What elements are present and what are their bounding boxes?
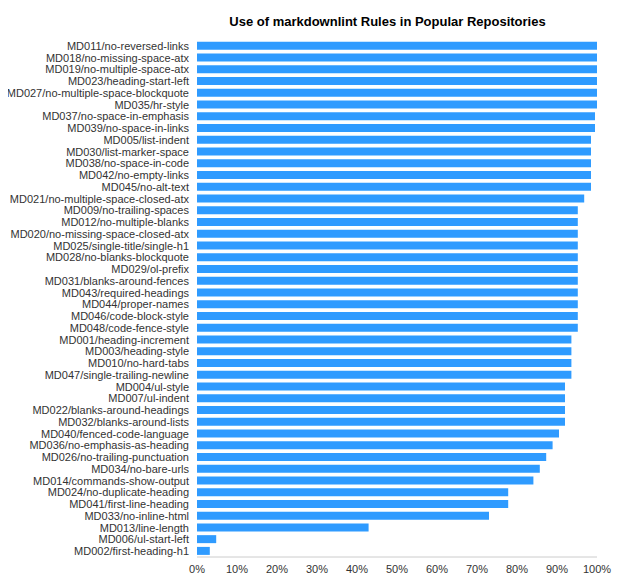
- svg-text:MD018/no-missing-space-atx: MD018/no-missing-space-atx: [46, 52, 190, 64]
- svg-text:MD033/no-inline-html: MD033/no-inline-html: [84, 510, 189, 522]
- svg-text:80%: 80%: [506, 563, 528, 575]
- svg-text:MD028/no-blanks-blockquote: MD028/no-blanks-blockquote: [46, 251, 189, 263]
- svg-text:MD030/list-marker-space: MD030/list-marker-space: [66, 146, 189, 158]
- svg-text:MD010/no-hard-tabs: MD010/no-hard-tabs: [88, 357, 189, 369]
- svg-text:MD003/heading-style: MD003/heading-style: [85, 345, 189, 357]
- svg-text:MD031/blanks-around-fences: MD031/blanks-around-fences: [45, 275, 190, 287]
- svg-text:MD006/ul-start-left: MD006/ul-start-left: [99, 533, 189, 545]
- svg-text:50%: 50%: [386, 563, 408, 575]
- svg-text:MD047/single-trailing-newline: MD047/single-trailing-newline: [45, 369, 189, 381]
- svg-text:MD027/no-multiple-space-blockq: MD027/no-multiple-space-blockquote: [8, 87, 189, 99]
- svg-text:MD042/no-empty-links: MD042/no-empty-links: [79, 169, 190, 181]
- svg-text:MD035/hr-style: MD035/hr-style: [114, 99, 189, 111]
- svg-text:MD005/list-indent: MD005/list-indent: [103, 134, 189, 146]
- svg-text:MD019/no-multiple-space-atx: MD019/no-multiple-space-atx: [45, 63, 189, 75]
- svg-text:MD009/no-trailing-spaces: MD009/no-trailing-spaces: [64, 204, 190, 216]
- svg-text:MD025/single-title/single-h1: MD025/single-title/single-h1: [53, 240, 189, 252]
- svg-text:MD023/heading-start-left: MD023/heading-start-left: [68, 75, 189, 87]
- svg-text:MD029/ol-prefix: MD029/ol-prefix: [111, 263, 189, 275]
- svg-text:MD046/code-block-style: MD046/code-block-style: [71, 310, 189, 322]
- svg-text:MD045/no-alt-text: MD045/no-alt-text: [102, 181, 189, 193]
- svg-text:MD020/no-missing-space-closed-: MD020/no-missing-space-closed-atx: [10, 228, 189, 240]
- html-text:Use of markdownlint Rules in P: Use of markdownlint Rules in Popular Rep…: [229, 14, 546, 29]
- svg-text:MD041/first-line-heading: MD041/first-line-heading: [69, 498, 189, 510]
- svg-text:MD032/blanks-around-lists: MD032/blanks-around-lists: [58, 416, 189, 428]
- svg-text:MD043/required-headings: MD043/required-headings: [62, 287, 190, 299]
- svg-text:MD012/no-multiple-blanks: MD012/no-multiple-blanks: [61, 216, 189, 228]
- svg-text:MD034/no-bare-urls: MD034/no-bare-urls: [91, 463, 189, 475]
- svg-text:30%: 30%: [306, 563, 328, 575]
- svg-text:MD022/blanks-around-headings: MD022/blanks-around-headings: [32, 404, 189, 416]
- svg-text:MD014/commands-show-output: MD014/commands-show-output: [33, 475, 189, 487]
- svg-text:MD037/no-space-in-emphasis: MD037/no-space-in-emphasis: [42, 110, 189, 122]
- svg-text:MD002/first-heading-h1: MD002/first-heading-h1: [74, 545, 189, 557]
- svg-text:MD044/proper-names: MD044/proper-names: [82, 298, 189, 310]
- svg-text:MD048/code-fence-style: MD048/code-fence-style: [70, 322, 189, 334]
- svg-text:10%: 10%: [226, 563, 248, 575]
- svg-text:100%: 100%: [583, 563, 611, 575]
- svg-text:MD004/ul-style: MD004/ul-style: [116, 381, 189, 393]
- svg-text:MD036/no-emphasis-as-heading: MD036/no-emphasis-as-heading: [29, 439, 189, 451]
- svg-text:MD040/fenced-code-language: MD040/fenced-code-language: [41, 428, 189, 440]
- svg-text:20%: 20%: [266, 563, 288, 575]
- svg-text:MD021/no-multiple-space-closed: MD021/no-multiple-space-closed-atx: [10, 193, 190, 205]
- svg-text:MD038/no-space-in-code: MD038/no-space-in-code: [65, 157, 189, 169]
- svg-text:MD007/ul-indent: MD007/ul-indent: [108, 392, 189, 404]
- svg-text:0%: 0%: [189, 563, 205, 575]
- svg-text:MD011/no-reversed-links: MD011/no-reversed-links: [67, 40, 190, 52]
- svg-text:MD001/heading-increment: MD001/heading-increment: [59, 334, 189, 346]
- svg-text:60%: 60%: [426, 563, 448, 575]
- svg-text:70%: 70%: [466, 563, 488, 575]
- svg-text:MD026/no-trailing-punctuation: MD026/no-trailing-punctuation: [42, 451, 189, 463]
- svg-text:MD013/line-length: MD013/line-length: [100, 522, 189, 534]
- svg-text:90%: 90%: [546, 563, 568, 575]
- svg-text:MD024/no-duplicate-heading: MD024/no-duplicate-heading: [48, 486, 189, 498]
- svg-text:MD039/no-space-in-links: MD039/no-space-in-links: [67, 122, 189, 134]
- svg-text:40%: 40%: [346, 563, 368, 575]
